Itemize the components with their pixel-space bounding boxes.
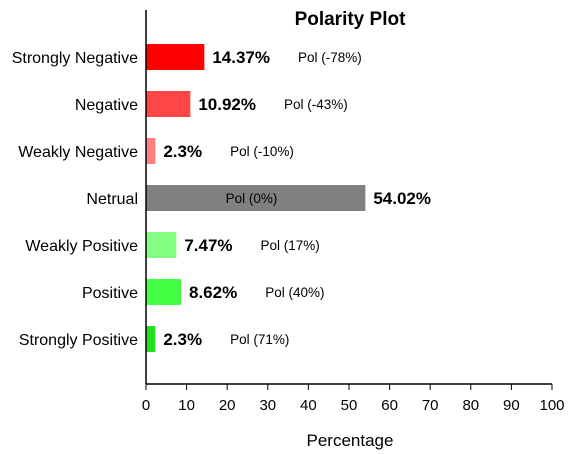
- bar-netrual: [146, 185, 366, 211]
- value-label-weakly-negative: 2.3%: [163, 142, 202, 161]
- value-label-positive: 8.62%: [189, 283, 237, 302]
- bar-negative: [146, 91, 191, 117]
- bar-strongly-positive: [146, 326, 156, 352]
- bar-strongly-negative: [146, 44, 205, 70]
- value-label-weakly-positive: 7.47%: [184, 236, 232, 255]
- value-label-strongly-negative: 14.37%: [212, 48, 270, 67]
- x-tick-label: 70: [422, 397, 439, 414]
- category-label-strongly-negative: Strongly Negative: [12, 50, 138, 67]
- category-label-weakly-negative: Weakly Negative: [18, 144, 138, 161]
- x-tick-label: 30: [259, 397, 276, 414]
- x-tick-label: 80: [462, 397, 479, 414]
- pol-label-weakly-positive: Pol (17%): [261, 238, 320, 253]
- bar-weakly-negative: [146, 138, 156, 164]
- pol-label-positive: Pol (40%): [265, 285, 324, 300]
- value-label-strongly-positive: 2.3%: [163, 330, 202, 349]
- value-label-negative: 10.92%: [198, 95, 256, 114]
- chart-title: Polarity Plot: [295, 9, 407, 30]
- category-label-strongly-positive: Strongly Positive: [19, 332, 138, 349]
- value-label-netrual: 54.02%: [373, 189, 431, 208]
- category-label-negative: Negative: [75, 97, 138, 114]
- x-tick-label: 40: [300, 397, 317, 414]
- x-tick-label: 60: [381, 397, 398, 414]
- x-axis: 0 10 20 30 40 50 60 70 80 90 100: [142, 10, 565, 414]
- pol-label-strongly-positive: Pol (71%): [230, 332, 289, 347]
- category-label-netrual: Netrual: [86, 191, 138, 208]
- bar-weakly-positive: [146, 232, 177, 258]
- bars-group: Strongly Negative 14.37% Pol (-78%) Negativ…: [12, 44, 431, 352]
- x-tick-label: 100: [539, 397, 564, 414]
- x-tick-label: 50: [341, 397, 358, 414]
- x-tick-label: 10: [178, 397, 195, 414]
- x-tick-label: 20: [219, 397, 236, 414]
- pol-label-strongly-negative: Pol (-78%): [298, 50, 362, 65]
- x-tick-label: 90: [503, 397, 520, 414]
- pol-label-weakly-negative: Pol (-10%): [230, 144, 294, 159]
- x-axis-title: Percentage: [307, 431, 394, 450]
- pol-label-negative: Pol (-43%): [284, 97, 348, 112]
- bar-positive: [146, 279, 181, 305]
- category-label-weakly-positive: Weakly Positive: [25, 238, 138, 255]
- x-tick-label: 0: [142, 397, 150, 414]
- pol-label-netrual: Pol (0%): [226, 191, 278, 206]
- category-label-positive: Positive: [82, 285, 138, 302]
